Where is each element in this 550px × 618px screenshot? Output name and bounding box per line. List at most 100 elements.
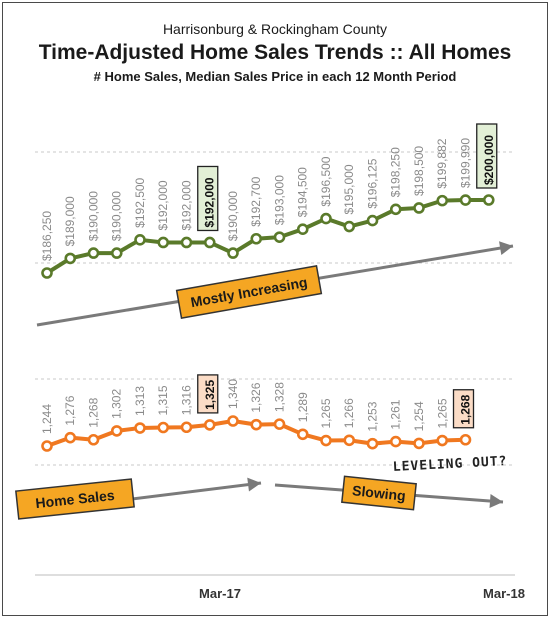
annotation-mostly-increasing: Mostly Increasing	[175, 265, 323, 319]
price-point	[134, 234, 146, 246]
price-data-label: $196,500	[319, 156, 333, 206]
price-point	[320, 212, 332, 225]
price-data-label: $195,000	[342, 164, 356, 214]
price-point	[459, 194, 472, 206]
sales-point	[64, 431, 77, 444]
sales-point	[389, 435, 402, 448]
x-tick-label: Mar-18	[483, 586, 525, 601]
price-point	[180, 236, 193, 249]
sales-point	[273, 418, 286, 430]
price-point	[389, 203, 402, 216]
price-point	[64, 252, 77, 265]
annotation-slowing-box	[341, 475, 417, 511]
sales-data-label: 1,313	[133, 386, 147, 416]
price-highlight-box	[476, 123, 498, 189]
price-highlight-box	[197, 165, 219, 232]
price-point	[343, 220, 356, 233]
sales-data-label: 1,268	[87, 397, 101, 427]
annotation-mostly-increasing-box	[175, 265, 323, 319]
chart-location-subtitle: Harrisonburg & Rockingham County	[162, 21, 388, 37]
sales-point	[41, 440, 53, 452]
sales-point	[180, 421, 193, 434]
chart-title: Time-Adjusted Home Sales Trends :: All H…	[38, 41, 512, 64]
price-data-label: $194,500	[296, 167, 310, 217]
sales-data-label: 1,302	[110, 389, 124, 419]
price-data-label: $192,700	[249, 176, 263, 226]
sales-point	[134, 422, 146, 434]
price-data-label: $190,000	[110, 191, 124, 241]
sales-point	[227, 415, 239, 427]
price-data-label: $199,990	[459, 138, 473, 188]
price-point	[227, 247, 239, 259]
price-point	[366, 214, 379, 227]
annotation-leveling-out: LEVELING OUT?	[392, 454, 507, 475]
sales-data-label: 1,265	[319, 398, 333, 428]
sales-data-label: 1,265	[435, 398, 449, 428]
price-point	[482, 194, 495, 206]
annotation-home-sales-box	[15, 478, 135, 520]
price-point	[157, 236, 170, 249]
price-point	[436, 194, 449, 207]
trend-arrow-sales-2-head	[489, 494, 503, 509]
price-data-label: $189,000	[63, 196, 77, 246]
sales-point	[110, 425, 123, 437]
price-point	[296, 223, 309, 235]
price-data-label: $198,250	[389, 147, 403, 197]
sales-point	[203, 419, 216, 431]
sales-point	[343, 434, 356, 447]
sales-point	[87, 433, 100, 446]
price-data-label: $192,500	[133, 177, 147, 227]
price-point	[250, 232, 263, 245]
sales-data-label: 1,289	[296, 392, 310, 422]
price-data-label: $190,000	[226, 191, 240, 241]
sales-data-label: 1,340	[226, 379, 240, 409]
annotation-slowing-text: Slowing	[351, 482, 406, 504]
chart-subtitle: # Home Sales, Median Sales Price in each…	[93, 69, 457, 84]
price-data-label: $192,000	[180, 180, 194, 230]
trend-arrow-price-head	[499, 241, 513, 256]
sales-data-label: 1,244	[40, 404, 54, 434]
price-data-label: $186,250	[40, 211, 54, 261]
price-point	[273, 231, 286, 243]
price-data-label: $192,000	[203, 177, 217, 227]
sales-data-label: 1,268	[459, 394, 473, 424]
sales-data-label: 1,276	[63, 395, 77, 425]
sales-data-label: 1,266	[342, 398, 356, 428]
sales-data-label: 1,325	[203, 380, 217, 410]
price-data-label: $200,000	[482, 135, 496, 185]
price-point	[413, 202, 425, 214]
sales-data-label: 1,326	[249, 382, 263, 412]
sales-point	[436, 434, 449, 447]
sales-point	[320, 434, 332, 447]
trend-arrow-sales-1-head	[247, 477, 261, 492]
price-point	[203, 236, 216, 249]
price-point	[41, 267, 53, 279]
sales-highlight-box	[452, 389, 475, 429]
sales-data-label: 1,261	[389, 399, 403, 429]
sales-point	[296, 428, 309, 441]
sales-data-label: 1,253	[366, 401, 380, 431]
sales-data-label: 1,328	[273, 382, 287, 412]
price-data-label: $192,000	[156, 180, 170, 230]
annotation-slowing: Slowing	[341, 475, 417, 511]
sales-point	[413, 437, 425, 450]
annotation-home-sales: Home Sales	[15, 478, 135, 520]
price-data-label: $193,000	[273, 175, 287, 225]
price-data-label: $198,500	[412, 146, 426, 196]
price-data-label: $199,882	[435, 138, 449, 188]
price-point	[110, 247, 123, 259]
sales-data-label: 1,315	[156, 385, 170, 415]
price-data-label: $190,000	[87, 191, 101, 241]
sales-point	[366, 437, 379, 450]
sales-point	[459, 433, 472, 446]
x-tick-label: Mar-17	[199, 586, 241, 601]
price-point	[87, 247, 100, 259]
price-data-label: $196,125	[366, 158, 380, 208]
sales-data-label: 1,254	[412, 401, 426, 431]
sales-point	[157, 421, 170, 434]
sales-highlight-box	[197, 374, 219, 414]
chart-svg: $186,250 $189,000 $190,000 $190,000 $192,500…	[15, 123, 525, 601]
sales-point	[250, 418, 263, 431]
sales-data-label: 1,316	[180, 385, 194, 415]
